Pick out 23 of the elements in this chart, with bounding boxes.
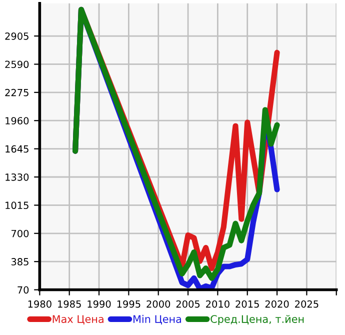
y-tick-label: 1330 xyxy=(6,173,29,181)
x-tick-label: 1980 xyxy=(28,300,52,308)
x-tick-label: 1985 xyxy=(58,300,81,308)
x-tick-label: 2000 xyxy=(146,300,170,308)
x-tick-label: 2020 xyxy=(265,300,289,308)
y-tick-label: 2905 xyxy=(5,32,28,40)
y-tick-label: 2275 xyxy=(5,88,28,96)
legend-label: Сред.Цена, т.йен xyxy=(210,314,304,325)
y-tick-label: 385 xyxy=(11,258,28,266)
y-tick-label: 2590 xyxy=(5,60,29,68)
x-tick-label: 2025 xyxy=(295,300,318,308)
y-tick-label: 1645 xyxy=(6,145,28,153)
legend-label: Max Цена xyxy=(52,315,104,324)
x-tick-label: 2015 xyxy=(236,300,259,308)
x-tick-label: 2010 xyxy=(206,300,230,308)
y-tick-label: 700 xyxy=(12,230,29,238)
x-tick-label: 1990 xyxy=(88,300,111,308)
x-tick-label: 1995 xyxy=(117,300,140,308)
y-tick-label: 1960 xyxy=(6,117,29,124)
y-tick-label: 70 xyxy=(18,286,29,294)
y-tick-label: 1015 xyxy=(6,202,28,210)
x-tick-label: 2005 xyxy=(176,300,200,308)
legend-label: Min Цена xyxy=(134,314,182,324)
